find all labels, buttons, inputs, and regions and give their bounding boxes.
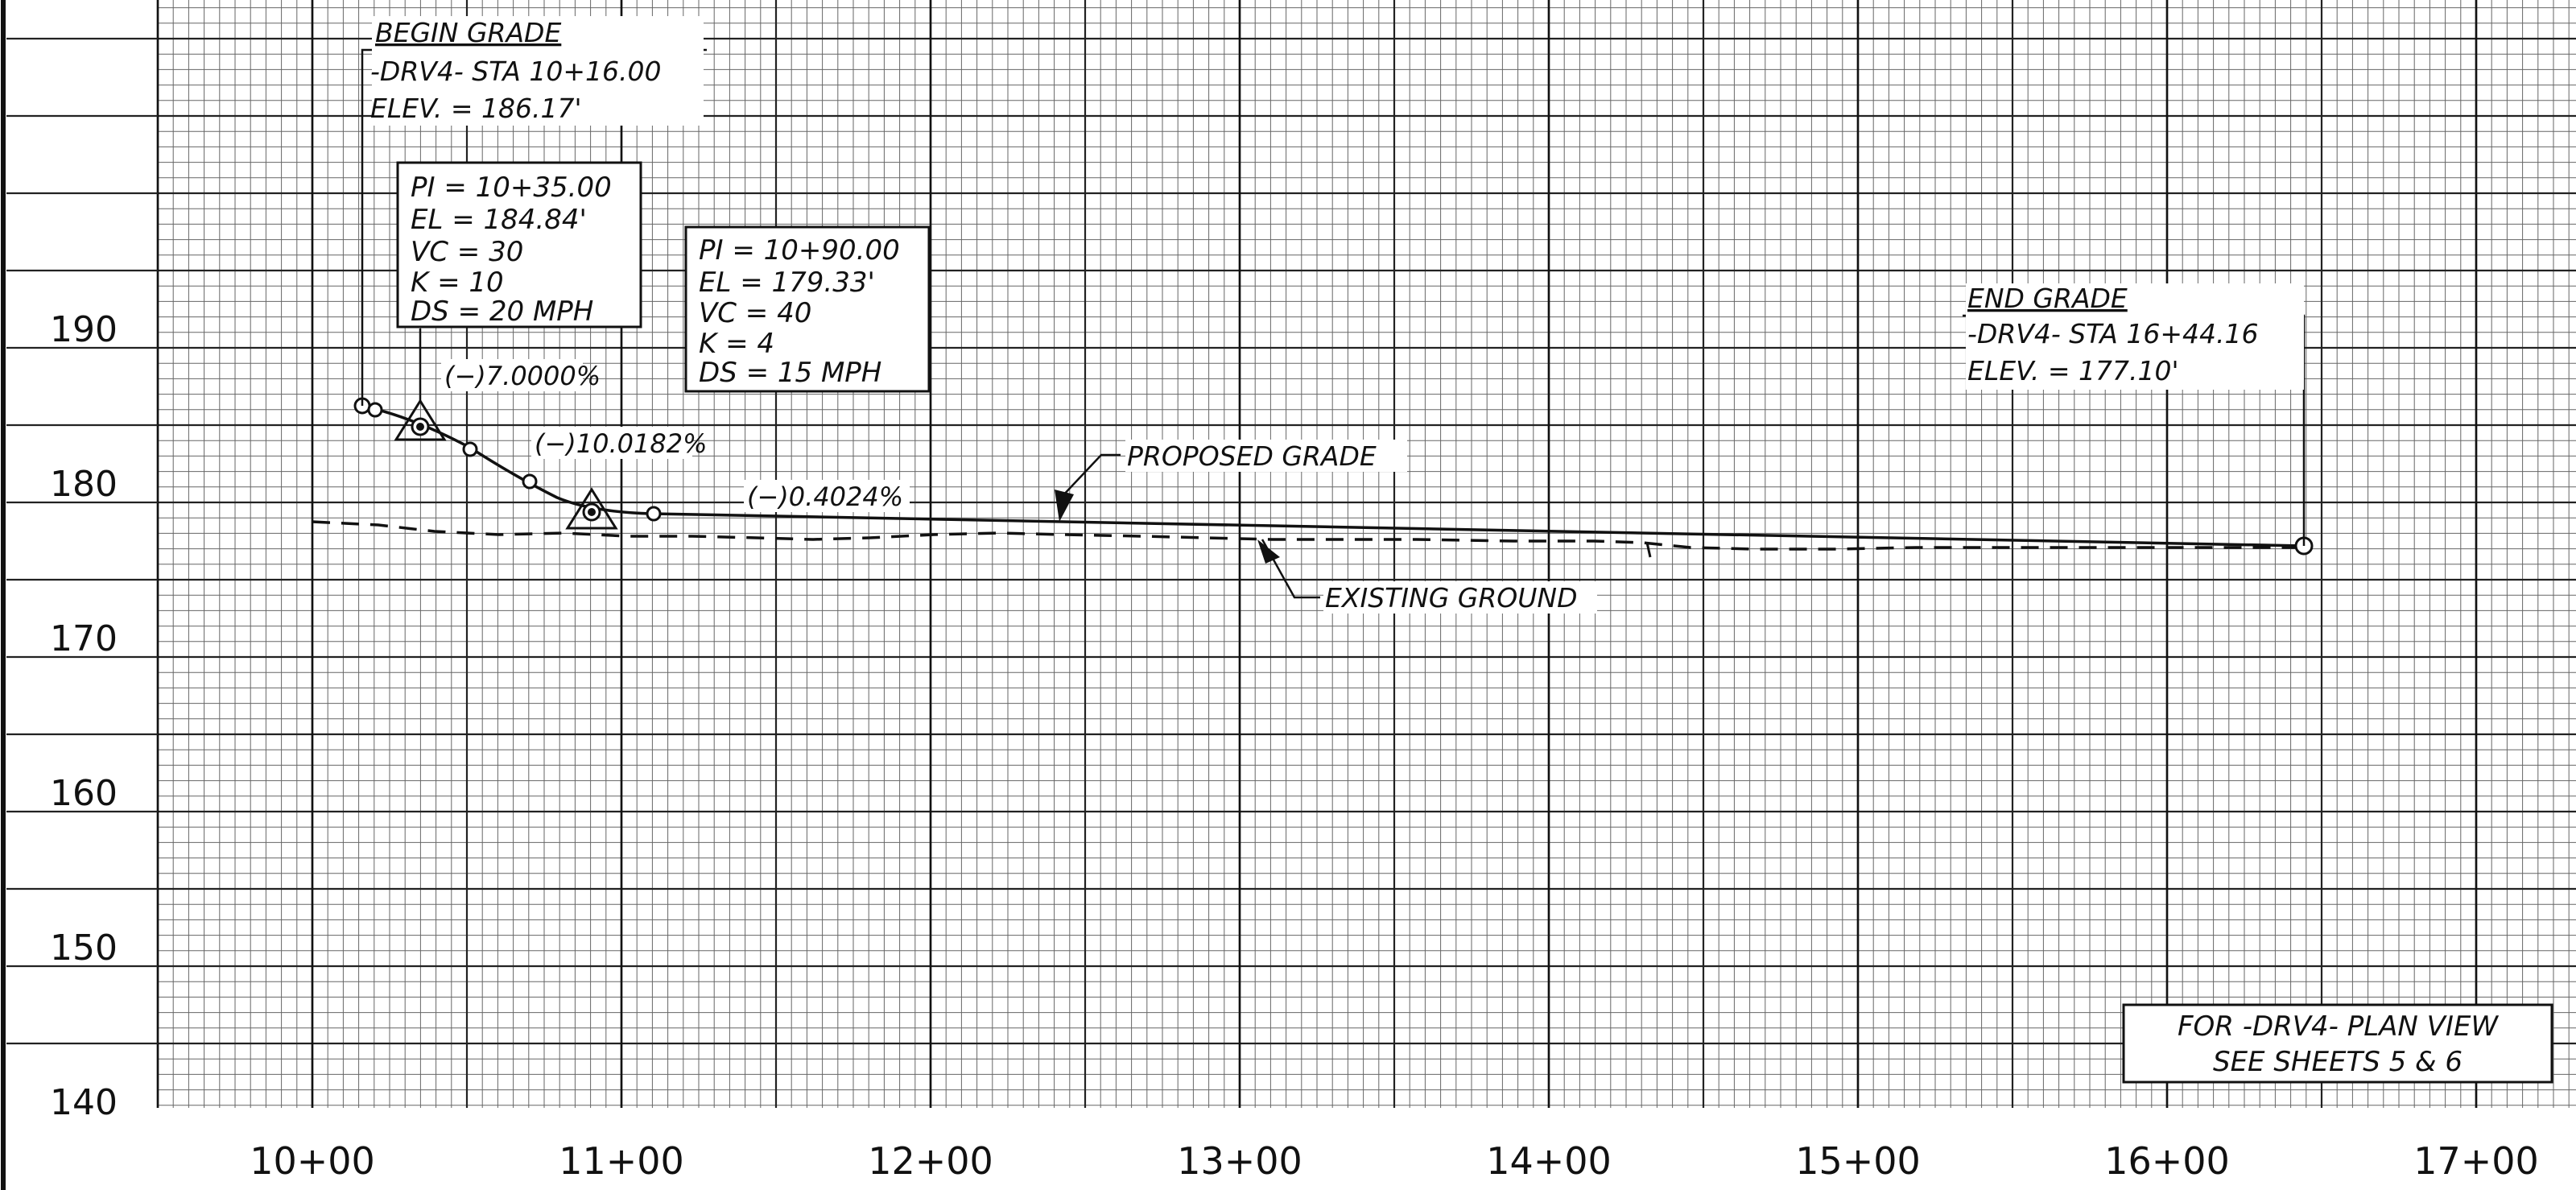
profile-points (353, 397, 2314, 556)
pi-2-box (684, 225, 931, 393)
station-label: 13+00 (1177, 1139, 1302, 1183)
station-label: 10+00 (250, 1139, 375, 1183)
proposed-label-backdrop (1125, 440, 1407, 472)
pi-1-k-value: K = 10 (411, 267, 504, 299)
pi-2-triangle-icon (565, 487, 618, 530)
station-label: 14+00 (1486, 1139, 1612, 1183)
grade-1-backdrop (441, 359, 583, 391)
grade-2-label: (−)10.0182% (535, 428, 708, 459)
proposed-grade-label: PROPOSED GRADE (1127, 440, 1377, 472)
existing-ground-label: EXISTING GROUND (1325, 582, 1578, 614)
grade-2-backdrop (531, 427, 692, 459)
end-grade-backdrop (1966, 283, 2304, 390)
plan-view-note-box (2122, 1003, 2553, 1084)
elevation-axis-labels: 190 180 170 160 150 140 (50, 309, 118, 1123)
pvt-1-point (462, 441, 478, 457)
pvc-1-point (367, 402, 383, 418)
station-label: 11+00 (559, 1139, 684, 1183)
begin-grade-backdrop (372, 16, 704, 126)
station-label: 12+00 (868, 1139, 993, 1183)
pi-1-design-speed: DS = 20 MPH (411, 295, 593, 328)
pi-2-station: PI = 10+90.00 (699, 234, 900, 267)
grade-3-label: (−)0.4024% (747, 481, 903, 512)
end-grade-title: END GRADE (1967, 283, 2128, 314)
pi-1-triangle-icon (394, 399, 447, 441)
existing-label-backdrop (1323, 581, 1597, 614)
existing-ground-tick (1645, 542, 1652, 558)
begin-grade-elevation: ELEV. = 186.17' (370, 93, 582, 124)
existing-ground-line (312, 520, 2306, 551)
pi-2-vertical-curve: VC = 40 (699, 297, 811, 329)
station-label: 17+00 (2413, 1139, 2539, 1183)
begin-grade-station: -DRV4- STA 10+16.00 (370, 56, 661, 87)
pi-2-design-speed: DS = 15 MPH (699, 357, 881, 389)
pi-1-elevation: EL = 184.84' (411, 204, 587, 236)
elevation-label: 180 (50, 464, 118, 505)
plan-view-note-line-1: FOR -DRV4- PLAN VIEW (2178, 1010, 2500, 1043)
station-label: 15+00 (1795, 1139, 1921, 1183)
proposed-grade-arrow-icon (1055, 490, 1074, 522)
grade-1-label: (−)7.0000% (444, 361, 601, 391)
pi-2-k-value: K = 4 (699, 328, 774, 360)
existing-ground-arrow-icon (1257, 539, 1280, 564)
pi-1-station: PI = 10+35.00 (411, 171, 612, 204)
elevation-label: 150 (50, 928, 118, 969)
begin-grade-title: BEGIN GRADE (375, 17, 561, 48)
elevation-label: 140 (50, 1082, 118, 1123)
pi-1-box (396, 161, 642, 328)
end-grade-station: -DRV4- STA 16+44.16 (1967, 318, 2258, 349)
pvt-2-point (646, 506, 662, 522)
elevation-label: 170 (50, 618, 118, 659)
elevation-label: 190 (50, 309, 118, 350)
pvc-2-point (522, 473, 538, 490)
station-axis-labels: 10+00 11+00 12+00 13+00 14+00 15+00 16+00 17+00 (250, 1139, 2539, 1183)
plan-view-note-line-2: SEE SHEETS 5 & 6 (2213, 1046, 2462, 1078)
proposed-grade-leader (1060, 453, 1121, 498)
pi-1-vertical-curve: VC = 30 (411, 236, 523, 268)
station-label: 16+00 (2104, 1139, 2230, 1183)
pi-2-elevation: EL = 179.33' (699, 267, 875, 299)
end-grade-elevation: ELEV. = 177.10' (1967, 355, 2179, 386)
profile-grid (6, 0, 2576, 1108)
elevation-label: 160 (50, 773, 118, 814)
pi-2-marker (565, 487, 618, 530)
pi-1-marker (394, 399, 447, 441)
grade-3-backdrop (744, 480, 910, 512)
